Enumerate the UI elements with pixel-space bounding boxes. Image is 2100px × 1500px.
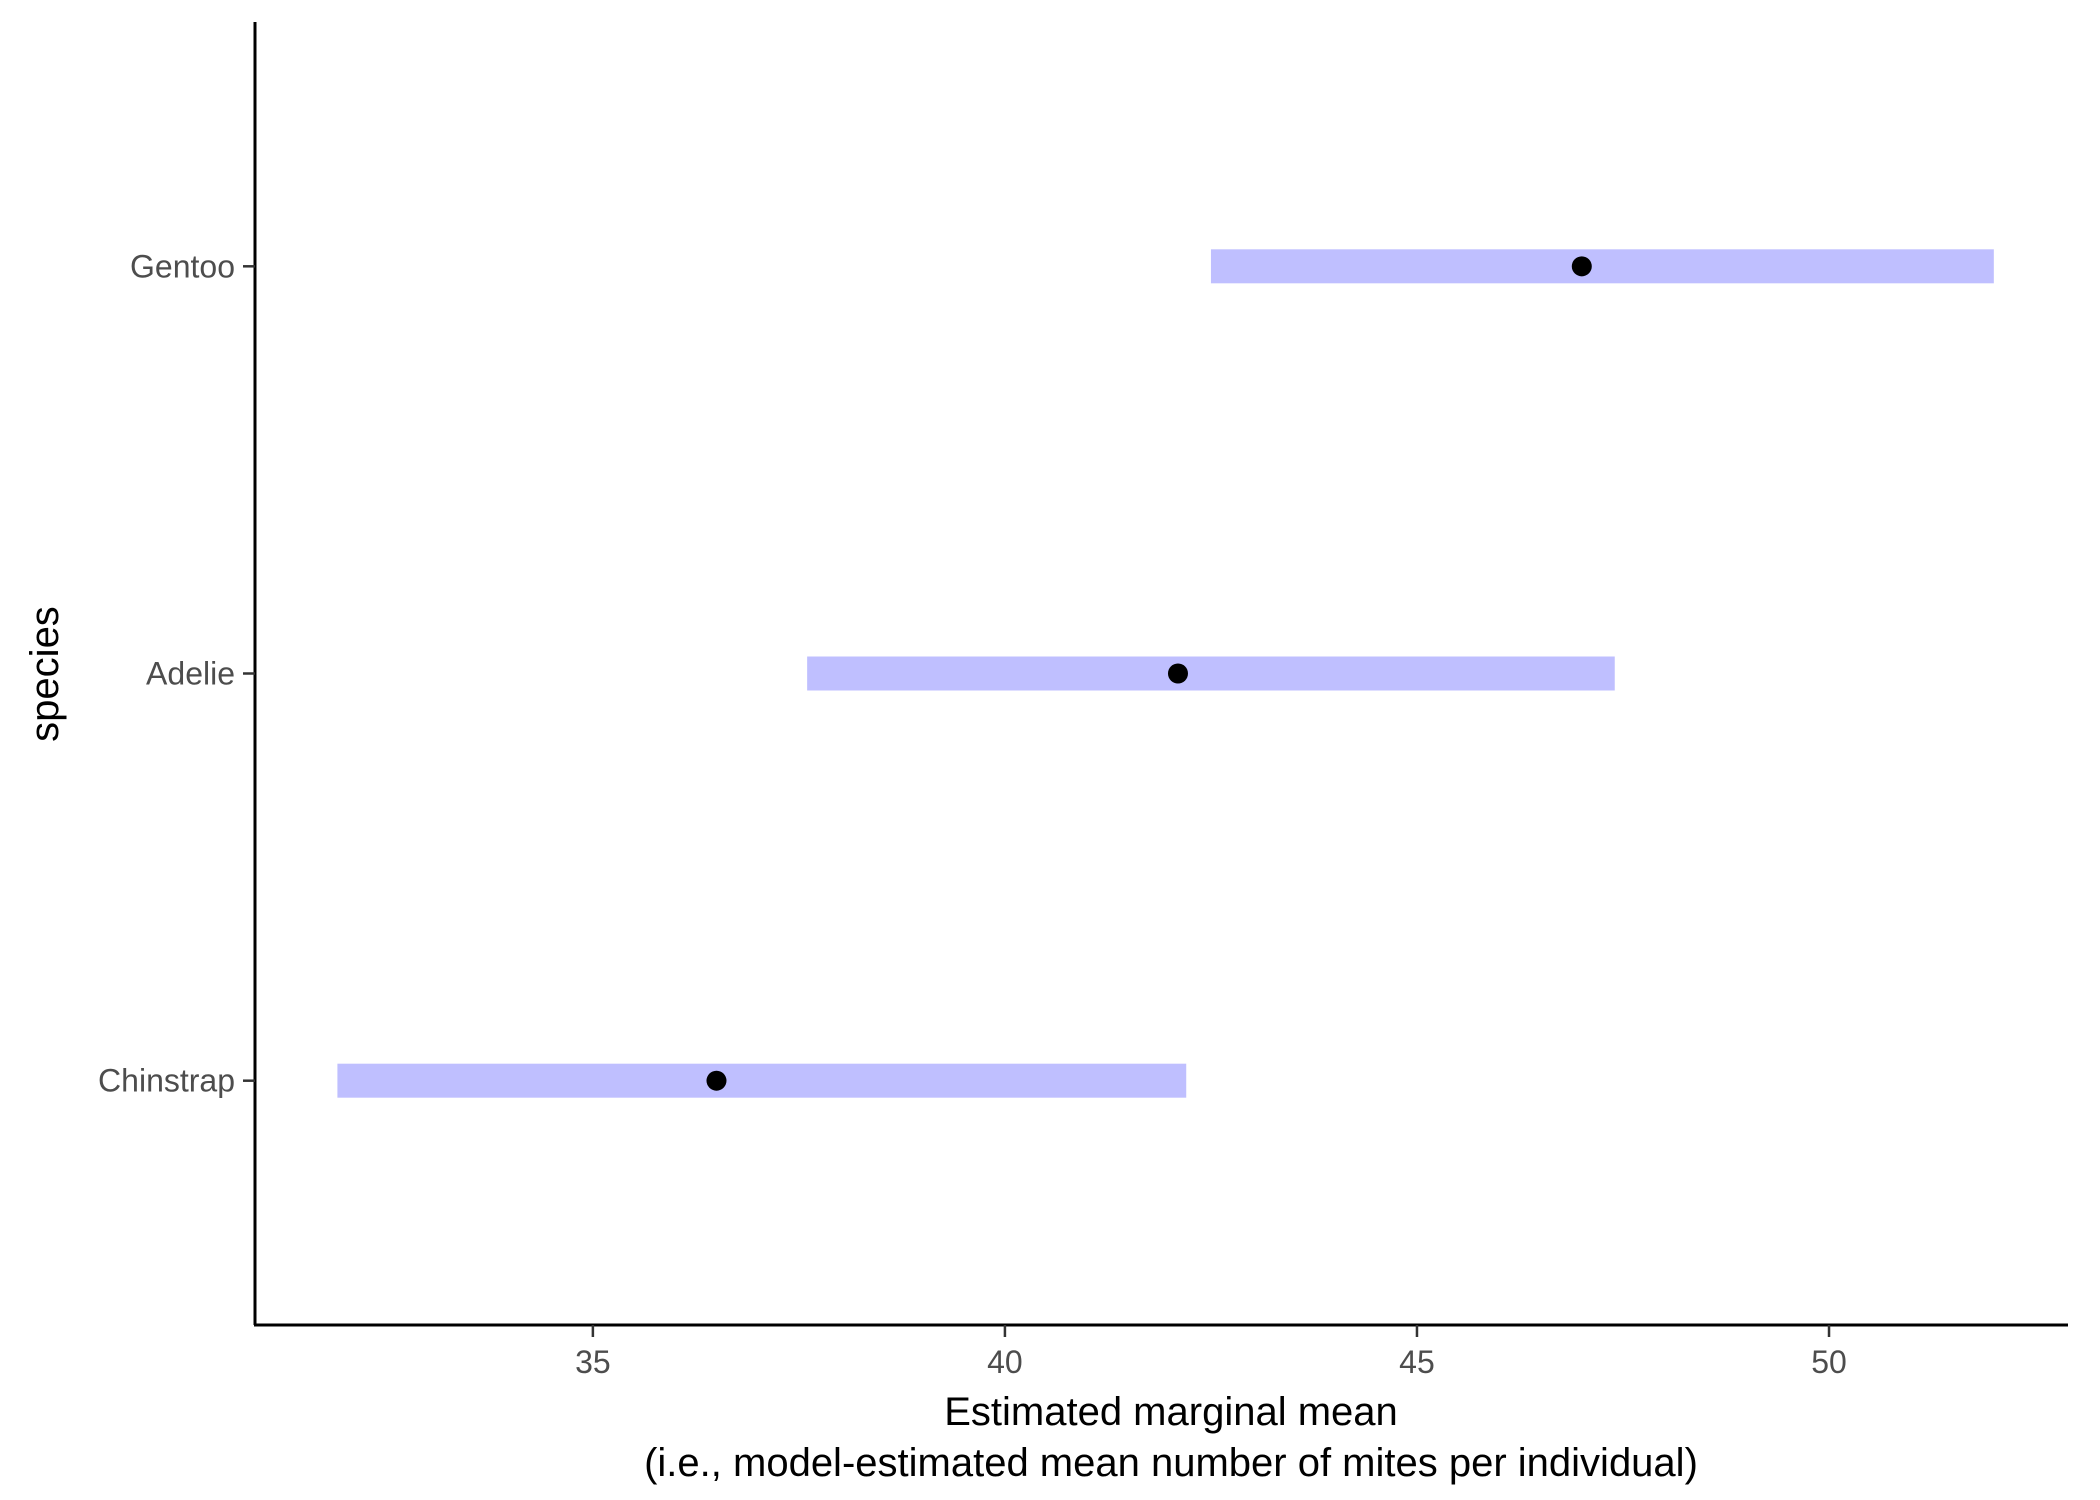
interval-bar-gentoo [1210,249,1994,284]
x-axis-ticks: 35 40 45 50 [575,1325,1847,1380]
y-tick-label-chinstrap: Chinstrap [98,1063,235,1099]
x-tick-label-45: 45 [1399,1344,1435,1380]
plot-area [337,249,1994,1098]
y-tick-label-gentoo: Gentoo [130,248,235,284]
x-tick-label-40: 40 [987,1344,1023,1380]
y-tick-label-adelie: Adelie [146,656,235,692]
x-axis-title-line2: (i.e., model-estimated mean number of mi… [644,1441,1698,1485]
x-tick-label-50: 50 [1811,1344,1847,1380]
estimate-point-gentoo [1571,256,1592,277]
estimate-point-adelie [1167,663,1188,684]
x-axis-title-line1: Estimated marginal mean [944,1390,1398,1434]
interval-bar-chinstrap [337,1063,1187,1098]
estimate-point-chinstrap [706,1070,727,1091]
x-tick-label-35: 35 [575,1344,611,1380]
y-axis-ticks: Chinstrap Adelie Gentoo [98,248,255,1099]
interval-bar-adelie [807,656,1615,691]
y-axis-title: species [23,606,67,742]
